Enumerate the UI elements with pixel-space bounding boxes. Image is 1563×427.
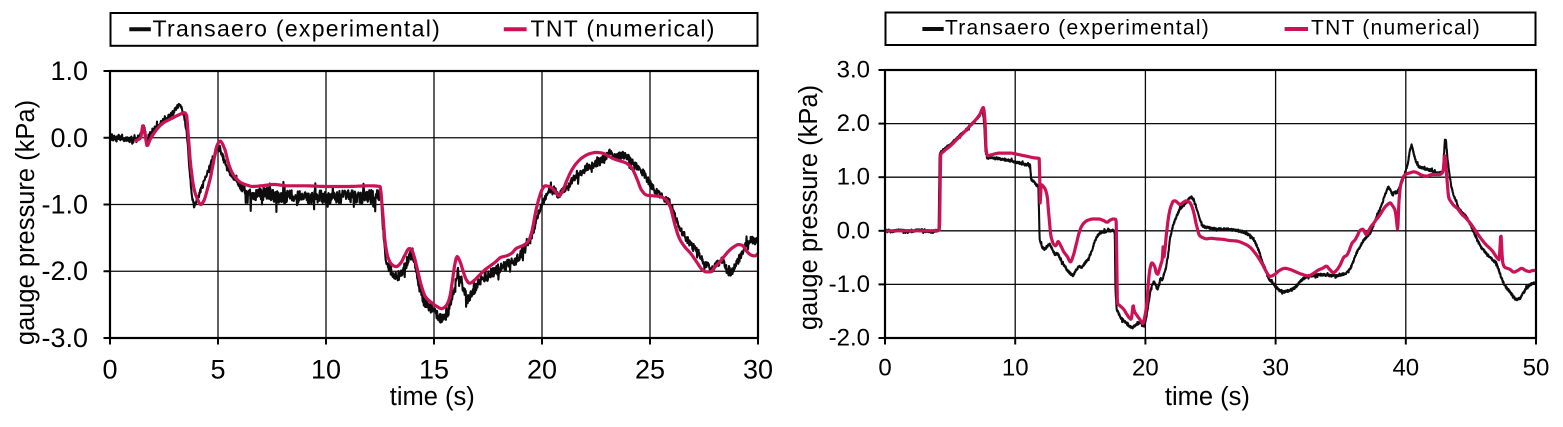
svg-text:20: 20	[1132, 355, 1159, 382]
svg-text:Transaero (experimental): Transaero (experimental)	[153, 16, 442, 42]
svg-text:time (s): time (s)	[390, 383, 475, 411]
svg-text:30: 30	[743, 354, 773, 384]
svg-text:40: 40	[1392, 355, 1419, 382]
svg-text:0.0: 0.0	[50, 123, 88, 153]
svg-text:2.0: 2.0	[837, 110, 870, 137]
svg-text:20: 20	[527, 354, 557, 384]
svg-text:0.0: 0.0	[837, 217, 870, 244]
svg-text:-2.0: -2.0	[829, 325, 870, 352]
svg-text:TNT (numerical): TNT (numerical)	[1311, 17, 1481, 40]
svg-text:time (s): time (s)	[1165, 383, 1250, 411]
svg-text:gauge pressure (kPa): gauge pressure (kPa)	[795, 85, 823, 330]
svg-text:10: 10	[311, 354, 341, 384]
svg-text:0: 0	[878, 355, 891, 382]
svg-text:-3.0: -3.0	[41, 323, 88, 353]
svg-text:TNT (numerical): TNT (numerical)	[531, 16, 716, 42]
svg-text:1.0: 1.0	[837, 164, 870, 191]
svg-text:25: 25	[635, 354, 665, 384]
svg-text:10: 10	[1002, 355, 1029, 382]
svg-text:-2.0: -2.0	[41, 256, 88, 286]
svg-text:5: 5	[210, 354, 225, 384]
svg-text:0: 0	[102, 354, 117, 384]
svg-text:Transaero (experimental): Transaero (experimental)	[945, 17, 1210, 40]
svg-text:gauge pressure (kPa): gauge pressure (kPa)	[12, 100, 40, 345]
svg-text:3.0: 3.0	[837, 57, 870, 84]
svg-text:50: 50	[1523, 355, 1550, 382]
svg-text:-1.0: -1.0	[41, 190, 88, 220]
svg-text:30: 30	[1262, 355, 1289, 382]
svg-text:1.0: 1.0	[50, 56, 88, 86]
svg-text:-1.0: -1.0	[829, 271, 870, 298]
svg-text:15: 15	[419, 354, 449, 384]
